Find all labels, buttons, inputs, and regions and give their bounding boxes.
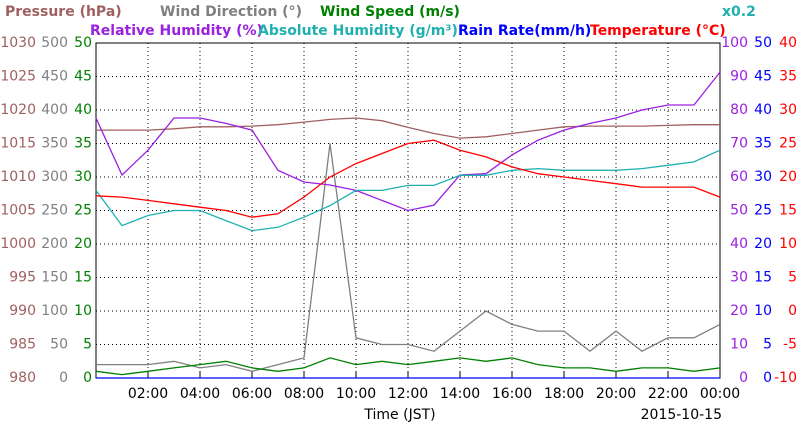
y-tick-label: 150 xyxy=(41,270,68,286)
y-tick-label: 1025 xyxy=(0,69,36,85)
y-tick-label: 250 xyxy=(41,203,68,219)
y-tick-label: 45 xyxy=(74,69,92,85)
y-tick-label: 5 xyxy=(83,337,92,353)
y-tick-label: 35 xyxy=(754,136,772,152)
y-tick-label: 70 xyxy=(730,136,748,152)
y-tick-label: 15 xyxy=(779,203,797,219)
y-tick-label: 15 xyxy=(74,270,92,286)
y-tick-label: 50 xyxy=(730,203,748,219)
y-tick-label: 0 xyxy=(83,370,92,386)
legend-entry: Relative Humidity (%) xyxy=(90,23,263,39)
y-tick-label: 1020 xyxy=(0,102,36,118)
y-tick-label: 25 xyxy=(74,203,92,219)
y-tick-label: 450 xyxy=(41,69,68,85)
y-tick-label: 10 xyxy=(730,337,748,353)
y-tick-label: 40 xyxy=(779,35,797,51)
series-line xyxy=(95,139,721,218)
y-tick-label: 50 xyxy=(50,337,68,353)
y-tick-label: 1030 xyxy=(0,35,36,51)
y-tick-label: 30 xyxy=(754,169,772,185)
y-tick-label: 25 xyxy=(754,203,772,219)
y-tick-label: 40 xyxy=(754,102,772,118)
x-tick-label: 16:00 xyxy=(492,386,532,402)
y-tick-label: 50 xyxy=(754,35,772,51)
y-tick-label: 25 xyxy=(779,136,797,152)
legend-entry: Wind Direction (°) xyxy=(160,4,302,20)
y-tick-label: 100 xyxy=(41,303,68,319)
x-tick-label: 20:00 xyxy=(596,386,636,402)
legend-entry: Rain Rate(mm/h) xyxy=(458,23,591,39)
y-tick-label: 100 xyxy=(721,35,748,51)
y-tick-label: 10 xyxy=(754,303,772,319)
y-tick-label: 60 xyxy=(730,169,748,185)
series-line xyxy=(95,71,721,212)
y-tick-label: 990 xyxy=(9,303,36,319)
series-line xyxy=(95,357,721,376)
y-tick-label: 995 xyxy=(9,270,36,286)
y-tick-label: 350 xyxy=(41,136,68,152)
x-tick-label: 12:00 xyxy=(388,386,428,402)
y-tick-label: -5 xyxy=(783,337,797,353)
y-tick-label: 0 xyxy=(788,303,797,319)
y-tick-label: 80 xyxy=(730,102,748,118)
x-tick-label: 04:00 xyxy=(180,386,220,402)
legend-entry: Absolute Humidity (g/m³) xyxy=(258,23,458,39)
y-tick-label: 5 xyxy=(763,337,772,353)
series-line xyxy=(95,149,721,232)
y-tick-label: 20 xyxy=(730,303,748,319)
legend-entry: Temperature (°C) xyxy=(590,23,726,39)
x-tick-label: 08:00 xyxy=(284,386,324,402)
y-tick-label: 90 xyxy=(730,69,748,85)
y-tick-label: 15 xyxy=(754,270,772,286)
y-tick-label: 40 xyxy=(730,236,748,252)
y-tick-label: 300 xyxy=(41,169,68,185)
y-tick-label: -10 xyxy=(774,370,797,386)
scale-label: x0.2 xyxy=(722,4,756,20)
series-line xyxy=(96,143,721,372)
legend-entry: Pressure (hPa) xyxy=(5,4,122,20)
y-tick-label: 0 xyxy=(59,370,68,386)
series-line xyxy=(96,117,720,139)
y-tick-label: 35 xyxy=(779,69,797,85)
y-tick-label: 30 xyxy=(779,102,797,118)
x-tick-label: 02:00 xyxy=(128,386,168,402)
y-tick-label: 20 xyxy=(779,169,797,185)
y-tick-label: 1000 xyxy=(0,236,36,252)
x-tick-label: 22:00 xyxy=(648,386,688,402)
y-tick-label: 0 xyxy=(739,370,748,386)
y-tick-label: 30 xyxy=(74,169,92,185)
y-tick-label: 200 xyxy=(41,236,68,252)
y-tick-label: 400 xyxy=(41,102,68,118)
y-tick-label: 5 xyxy=(788,270,797,286)
legend-entry: Wind Speed (m/s) xyxy=(320,4,460,20)
y-tick-label: 1005 xyxy=(0,203,36,219)
y-tick-label: 10 xyxy=(74,303,92,319)
x-tick-label: 00:00 xyxy=(700,386,740,402)
y-tick-label: 40 xyxy=(74,102,92,118)
y-tick-label: 50 xyxy=(74,35,92,51)
y-tick-label: 20 xyxy=(74,236,92,252)
x-axis-label: Time (JST) xyxy=(363,407,435,423)
y-tick-label: 0 xyxy=(763,370,772,386)
x-tick-label: 18:00 xyxy=(544,386,584,402)
y-tick-label: 10 xyxy=(779,236,797,252)
y-tick-label: 35 xyxy=(74,136,92,152)
y-tick-label: 500 xyxy=(41,35,68,51)
y-tick-label: 985 xyxy=(9,337,36,353)
y-tick-label: 980 xyxy=(9,370,36,386)
x-tick-label: 10:00 xyxy=(336,386,376,402)
x-tick-label: 14:00 xyxy=(440,386,480,402)
y-tick-label: 30 xyxy=(730,270,748,286)
y-tick-label: 1015 xyxy=(0,136,36,152)
y-tick-label: 20 xyxy=(754,236,772,252)
x-tick-label: 06:00 xyxy=(232,386,272,402)
y-tick-label: 1010 xyxy=(0,169,36,185)
date-label: 2015-10-15 xyxy=(641,407,722,423)
y-tick-label: 45 xyxy=(754,69,772,85)
